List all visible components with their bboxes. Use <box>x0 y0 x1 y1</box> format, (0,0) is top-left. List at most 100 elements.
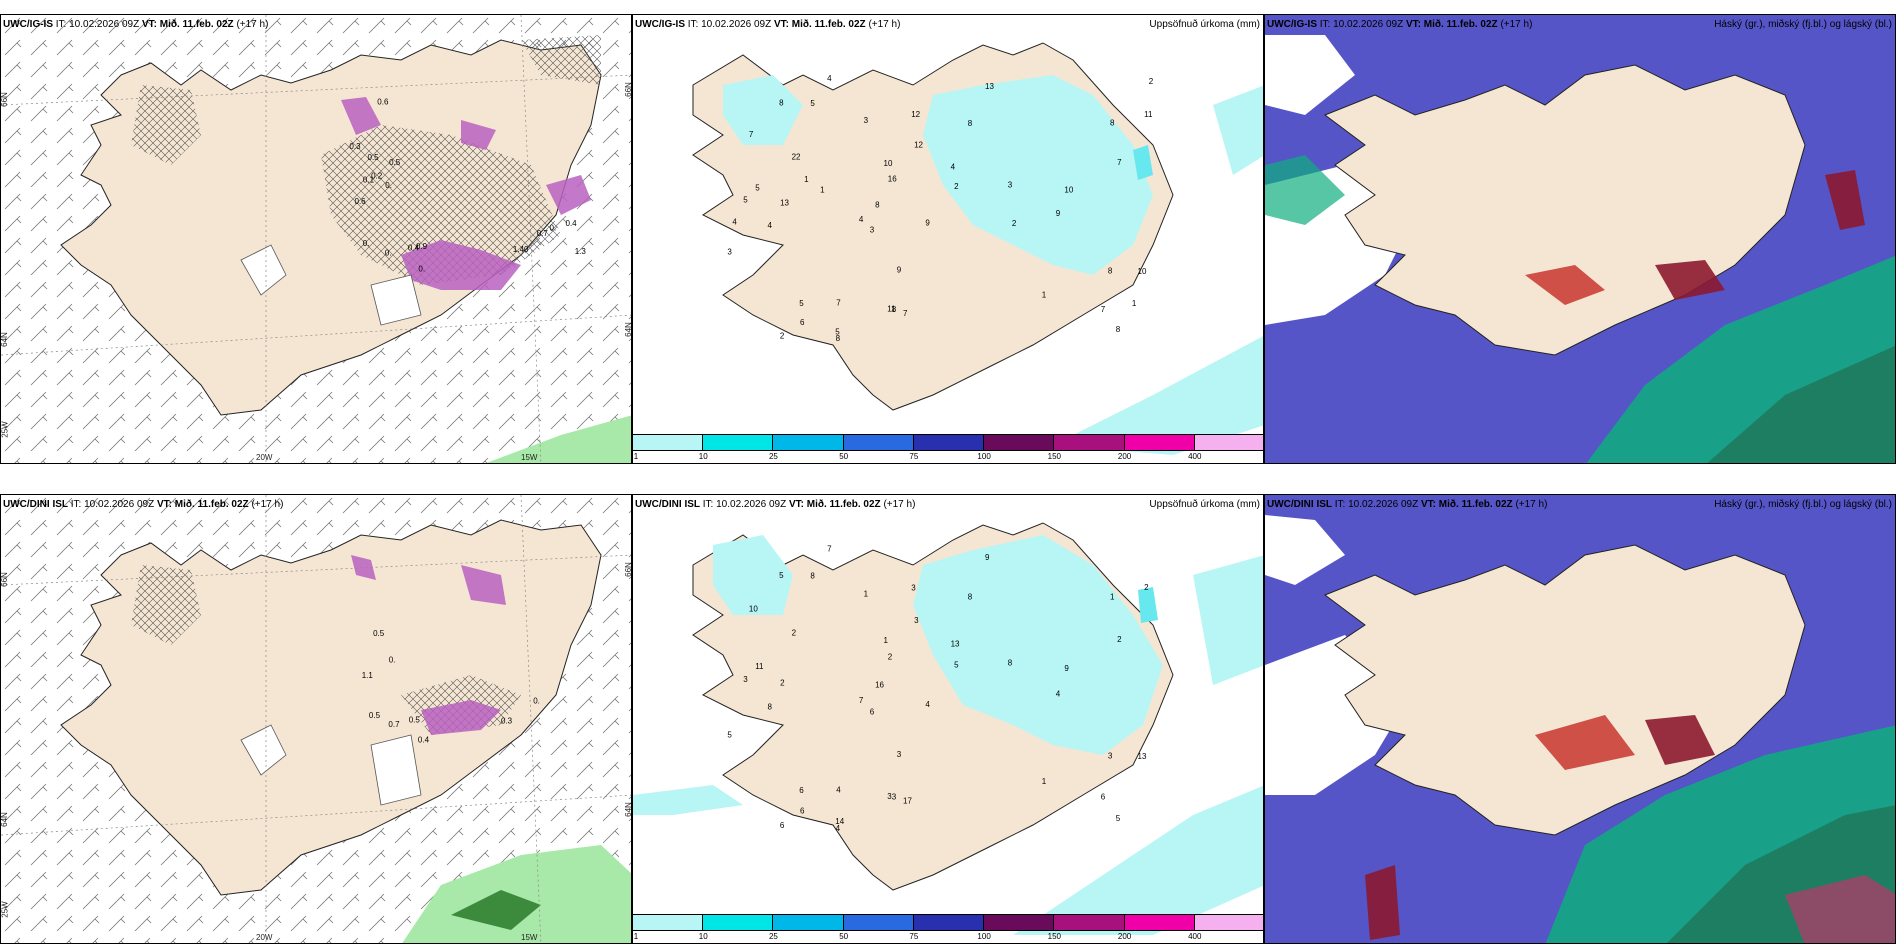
colorbar-tick: 10 <box>698 932 708 941</box>
high-cloud <box>1645 715 1715 765</box>
lon-label: 15W <box>521 453 538 462</box>
map-value-label: 2 <box>1149 77 1154 86</box>
panel-header: UWC/IG-IS IT: 10.02.2026 09Z VT: Mið. 11… <box>1267 19 1532 30</box>
map-value-label: 0.5 <box>409 715 421 724</box>
colorbar-swatch <box>1194 435 1263 450</box>
init-time: IT: 10.02.2026 09Z <box>687 19 772 30</box>
map-value-label: 1.1 <box>362 671 374 680</box>
snow-gap <box>240 244 287 296</box>
icing-hatch-area <box>131 85 201 165</box>
lat-label: 25W <box>0 901 10 918</box>
icing-value-labels: 0. 0. 0. 1.40 0. 0.4 0. 0.6 0.5 0.3 0.6 1.3 0.5 0.7 0.… <box>349 98 586 274</box>
map-value-label: 2 <box>792 629 797 638</box>
lat-label: 66N <box>623 562 632 577</box>
lead-time: (+17 h) <box>868 19 901 30</box>
map-value-label: 3 <box>892 793 897 802</box>
map-value-label: 7 <box>836 299 841 308</box>
colorbar-swatch <box>633 915 704 930</box>
map-value-label: 9 <box>897 265 902 274</box>
map-value-label: 6 <box>780 821 785 830</box>
map-value-label: 10 <box>884 159 893 168</box>
precip-colorbar: 1 10 25 50 75 100 150 200 400 <box>633 434 1263 463</box>
colorbar-tick: 100 <box>977 452 991 461</box>
map-value-label: 8 <box>810 571 815 580</box>
cloud-panel-top: UWC/IG-IS IT: 10.02.2026 09Z VT: Mið. 11… <box>1264 14 1896 464</box>
map-value-label: 3 <box>727 248 732 257</box>
map-value-label: 1 <box>864 590 869 599</box>
map-value-label: 5 <box>743 195 748 204</box>
map-value-label: 3 <box>887 792 892 801</box>
map-value-label: 16 <box>888 175 897 184</box>
low-cloud <box>1707 345 1895 463</box>
clear-sky <box>1265 635 1405 795</box>
precip-light <box>723 75 803 145</box>
map-value-label: 2 <box>888 653 893 662</box>
map-value-label: 17 <box>903 797 912 806</box>
colorbar-tick: 25 <box>768 932 778 941</box>
precip-map-bottom: 1253525221343775643810916171114682493313… <box>633 522 1263 935</box>
lead-time: (+17 h) <box>251 499 284 510</box>
map-value-label: 11 <box>755 662 764 671</box>
map-value-label: 2 <box>780 331 785 340</box>
colorbar-swatch <box>773 915 844 930</box>
map-value-label: 8 <box>1110 119 1115 128</box>
map-value-label: 0.5 <box>389 158 401 167</box>
lat-label: 64N <box>623 322 632 337</box>
model-name: UWC/DINI ISL <box>3 499 68 510</box>
panel-title: Uppsöfnuð úrkoma (mm) <box>1149 499 1260 510</box>
colorbar-swatch <box>1054 915 1125 930</box>
map-value-label: 0. <box>389 656 396 665</box>
map-value-label: 3 <box>864 116 869 125</box>
colorbar-tick: 150 <box>1047 452 1062 461</box>
map-value-label: 2 <box>1117 635 1122 644</box>
map-value-label: 0.6 <box>377 98 389 107</box>
colorbar-swatch <box>1054 435 1125 450</box>
map-value-label: 4 <box>768 221 773 230</box>
clear-sky <box>1265 35 1355 115</box>
wind-icing-panel-bottom: 0. 0. 0.5 0.3 0.7 0.5 0.4 1.1 0.5 UWC/DINI ISL I… <box>0 494 632 944</box>
init-time: IT: 10.02.2026 09Z <box>55 19 140 30</box>
map-value-label: 3 <box>870 226 875 235</box>
precip-panel-bottom: 1 2 5 3 5 2 5 2 2 13 4 3 7 7 5 6 4 3 8 10 9 16 17 11 14 6 8 2 4 9 3 3 13… <box>632 494 1264 944</box>
map-value-label: 1 <box>1042 777 1047 786</box>
map-value-label: 1 <box>1042 291 1047 300</box>
map-value-label: 0. <box>533 696 540 705</box>
map-value-label: 0. <box>363 239 370 248</box>
map-value-label: 3 <box>897 750 902 759</box>
colorbar-tick: 400 <box>1188 452 1202 461</box>
map-value-label: 4 <box>836 786 841 795</box>
map-value-label: 0.7 <box>537 229 549 238</box>
map-value-label: 8 <box>968 119 973 128</box>
map-value-label: 8 <box>768 702 773 711</box>
colorbar-tick: 200 <box>1117 452 1132 461</box>
sea-precip <box>1193 555 1263 685</box>
lat-label: 64N <box>623 802 632 817</box>
colorbar-swatch <box>984 915 1055 930</box>
map-value-label: 3 <box>1108 751 1113 760</box>
init-time: IT: 10.02.2026 09Z <box>702 499 787 510</box>
map-value-label: 0.2 <box>371 171 383 180</box>
high-cloud <box>1655 260 1725 300</box>
lon-label: 15W <box>521 933 538 942</box>
lat-label: 64N <box>0 332 9 347</box>
colorbar-swatch <box>1194 915 1263 930</box>
lat-label: 66N <box>623 82 632 97</box>
map-value-label: 0.1 <box>363 176 375 185</box>
icing-value-labels: 0. 0. 0.5 0.3 0.7 0.5 0.4 1.1 0.5 <box>362 629 540 744</box>
map-value-label: 5 <box>835 328 840 337</box>
icing-hatch-area <box>131 565 201 645</box>
precip-light <box>713 535 793 615</box>
map-value-label: 13 <box>985 82 994 91</box>
panel-title: Háský (gr.), miðský (fj.bl.) og lágský (… <box>1714 19 1892 30</box>
map-value-label: 11 <box>1144 110 1153 119</box>
map-value-label: 0.9 <box>416 242 428 251</box>
map-value-label: 9 <box>985 553 990 562</box>
map-value-label: 0.5 <box>373 629 385 638</box>
lat-label: 66N <box>0 92 9 107</box>
map-value-label: 7 <box>827 545 832 554</box>
map-value-label: 7 <box>903 309 908 318</box>
panel-header: UWC/DINI ISL IT: 10.02.2026 09Z VT: Mið.… <box>635 499 915 510</box>
snow-gap <box>370 274 422 326</box>
map-value-label: 22 <box>792 152 801 161</box>
map-value-label: 16 <box>875 680 884 689</box>
